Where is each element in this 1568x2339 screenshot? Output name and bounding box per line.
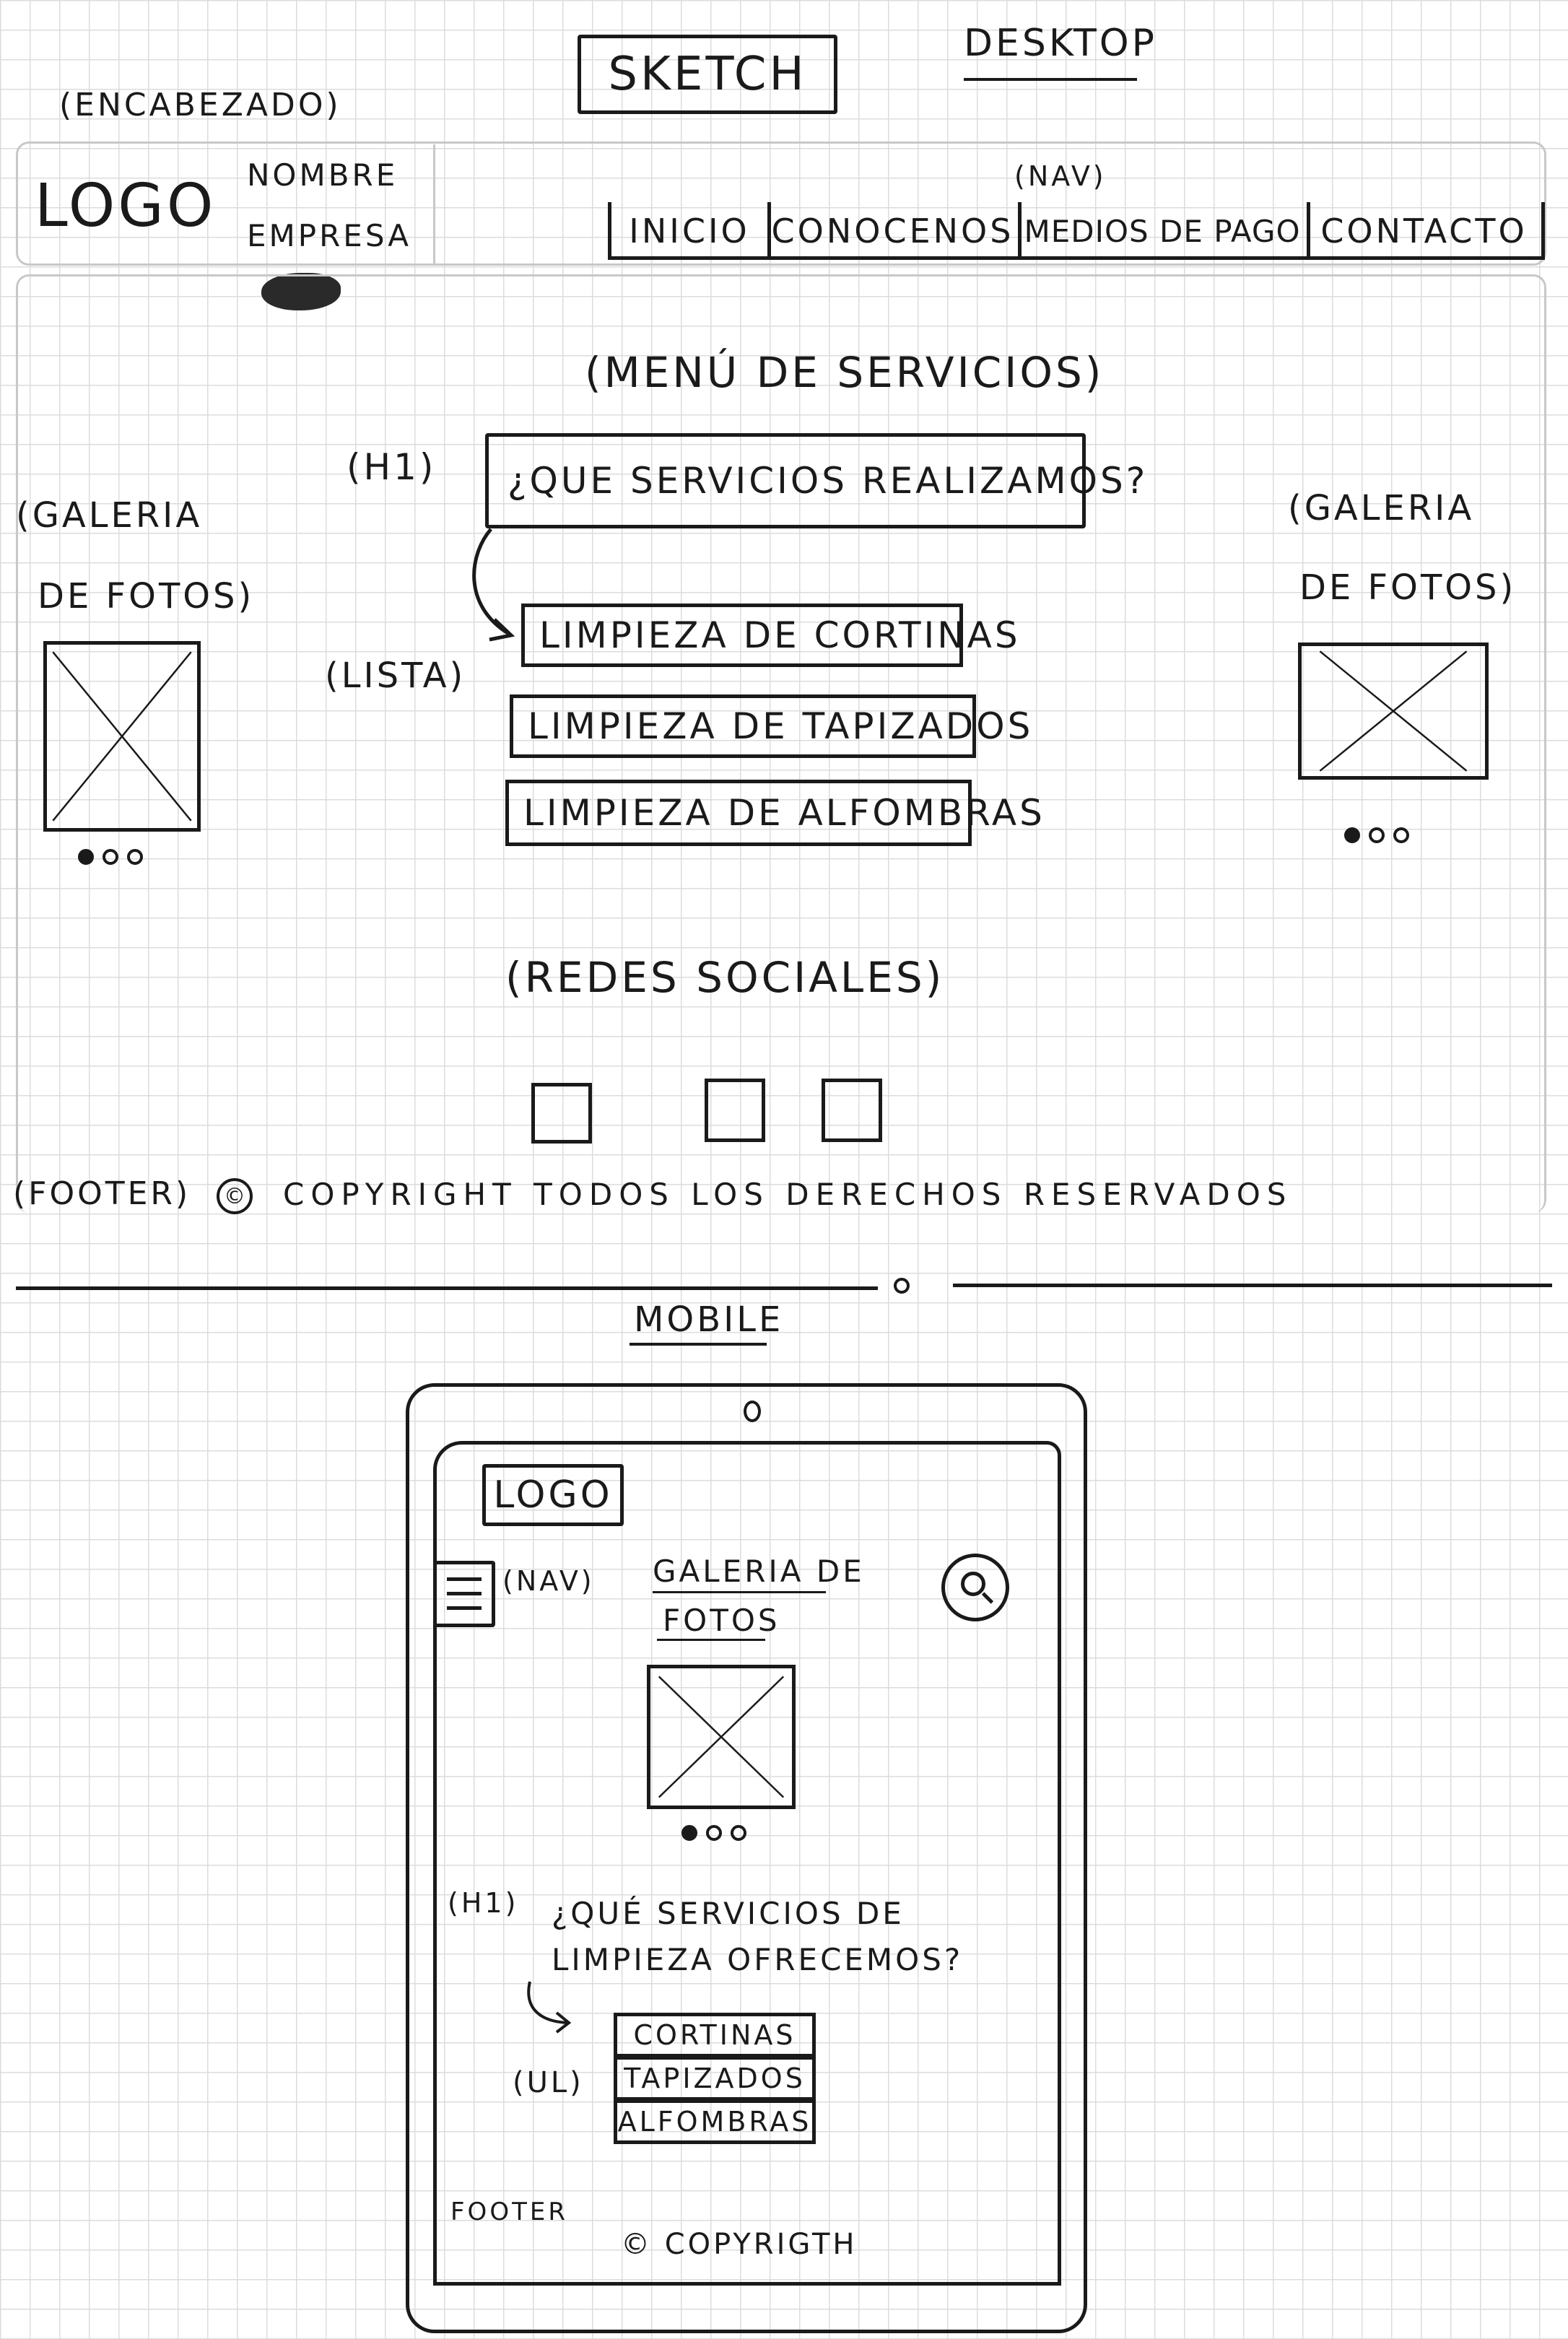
mobile-service-item-tapizados[interactable]: TAPIZADOS bbox=[614, 2056, 816, 2101]
scribble-mark bbox=[261, 273, 341, 310]
mobile-gallery-underline1 bbox=[653, 1591, 826, 1593]
social-note: (REDES SOCIALES) bbox=[505, 953, 945, 1002]
mobile-ul-note: (UL) bbox=[513, 2066, 584, 2099]
nav-item-label: CONOCENOS bbox=[771, 212, 1014, 251]
mobile-service-item-label: ALFOMBRAS bbox=[617, 2106, 812, 2138]
company-name-line1: NOMBRE bbox=[247, 157, 398, 193]
mobile-logo: LOGO bbox=[493, 1473, 613, 1517]
mobile-gallery-label-line2: FOTOS bbox=[663, 1603, 780, 1638]
mobile-h1-line2: LIMPIEZA OFRECEMOS? bbox=[552, 1942, 964, 1977]
mobile-footer-note: FOOTER bbox=[450, 2198, 568, 2226]
footer-text: COPYRIGHT TODOS LOS DERECHOS RESERVADOS bbox=[283, 1177, 1293, 1212]
social-icon-1[interactable] bbox=[531, 1083, 592, 1144]
copyright-symbol-text: © bbox=[224, 1183, 245, 1209]
footer-note: (FOOTER) bbox=[13, 1175, 191, 1212]
header-note: (ENCABEZADO) bbox=[59, 87, 341, 123]
service-item-label: LIMPIEZA DE ALFOMBRAS bbox=[523, 792, 1045, 834]
mobile-service-item-cortinas[interactable]: CORTINAS bbox=[614, 2013, 816, 2057]
pagination-dot[interactable] bbox=[127, 849, 143, 865]
desktop-label-underline bbox=[964, 78, 1137, 81]
gallery-left-image-placeholder[interactable] bbox=[43, 641, 201, 832]
h1-note: (H1) bbox=[347, 446, 437, 488]
gallery-left-label-line2: DE FOTOS) bbox=[38, 576, 255, 617]
gallery-left-pagination bbox=[78, 849, 143, 865]
service-item-label: LIMPIEZA DE CORTINAS bbox=[539, 614, 1021, 656]
nav-underline bbox=[608, 256, 1545, 260]
mobile-service-item-label: TAPIZADOS bbox=[624, 2063, 806, 2094]
nav-item-label: CONTACTO bbox=[1320, 212, 1528, 251]
hamburger-menu-icon[interactable] bbox=[433, 1561, 495, 1627]
desktop-h1-box: ¿QUE SERVICIOS REALIZAMOS? bbox=[485, 433, 1145, 528]
nav-item-inicio[interactable]: INICIO bbox=[608, 202, 771, 260]
mobile-footer-text: © COPYRIGTH bbox=[621, 2228, 858, 2261]
mobile-logo-box: LOGO bbox=[482, 1464, 624, 1526]
mobile-camera bbox=[744, 1401, 761, 1422]
pagination-dot-active[interactable] bbox=[1344, 827, 1360, 843]
footer-copyright-symbol: © bbox=[217, 1178, 253, 1214]
header-divider bbox=[433, 144, 435, 264]
gallery-right-label-line2: DE FOTOS) bbox=[1299, 567, 1517, 608]
nav-item-label: INICIO bbox=[629, 212, 750, 251]
list-note: (LISTA) bbox=[325, 655, 466, 696]
nav-note: (NAV) bbox=[1014, 160, 1107, 192]
section-divider-left bbox=[16, 1286, 878, 1290]
pagination-dot[interactable] bbox=[706, 1825, 722, 1841]
desktop-logo: LOGO bbox=[35, 172, 217, 240]
desktop-label: DESKTOP bbox=[964, 22, 1158, 65]
desktop-h1: ¿QUE SERVICIOS REALIZAMOS? bbox=[508, 460, 1149, 502]
mobile-label-underline bbox=[630, 1343, 767, 1346]
pagination-dot-active[interactable] bbox=[78, 849, 94, 865]
gallery-right-image-placeholder[interactable] bbox=[1298, 643, 1489, 780]
gallery-left-label-line1: (GALERIA bbox=[16, 495, 203, 536]
mobile-gallery-pagination bbox=[681, 1825, 746, 1841]
mobile-service-item-label: CORTINAS bbox=[633, 2019, 796, 2051]
section-divider-dot bbox=[894, 1278, 910, 1294]
section-divider-right bbox=[953, 1284, 1552, 1287]
mobile-gallery-underline2 bbox=[657, 1639, 765, 1641]
desktop-main bbox=[16, 274, 1546, 1213]
nav-item-contacto[interactable]: CONTACTO bbox=[1307, 202, 1545, 260]
service-item-cortinas[interactable]: LIMPIEZA DE CORTINAS bbox=[521, 604, 1018, 667]
desktop-header bbox=[16, 141, 1546, 266]
social-icon-3[interactable] bbox=[822, 1079, 882, 1142]
pagination-dot[interactable] bbox=[1369, 827, 1385, 843]
sketch-title: SKETCH bbox=[608, 48, 807, 101]
mobile-label: MOBILE bbox=[634, 1299, 784, 1340]
mobile-screen bbox=[433, 1441, 1061, 2286]
mobile-nav-note: (NAV) bbox=[502, 1565, 595, 1597]
nav-item-label: MEDIOS DE PAGO bbox=[1024, 213, 1301, 249]
pagination-dot[interactable] bbox=[731, 1825, 746, 1841]
service-item-tapizados[interactable]: LIMPIEZA DE TAPIZADOS bbox=[510, 694, 1030, 758]
social-icon-2[interactable] bbox=[705, 1079, 765, 1142]
service-item-label: LIMPIEZA DE TAPIZADOS bbox=[528, 705, 1034, 747]
mobile-h1-note: (H1) bbox=[448, 1887, 519, 1919]
pagination-dot-active[interactable] bbox=[681, 1825, 697, 1841]
company-name-line2: EMPRESA bbox=[247, 218, 411, 253]
pagination-dot[interactable] bbox=[1393, 827, 1409, 843]
nav-item-conocenos[interactable]: CONOCENOS bbox=[767, 202, 1022, 260]
gallery-right-pagination bbox=[1344, 827, 1409, 843]
gallery-right-label-line1: (GALERIA bbox=[1288, 488, 1475, 528]
h1-to-list-arrow bbox=[472, 528, 515, 642]
mobile-gallery-label-line1: GALERIA DE bbox=[653, 1554, 865, 1589]
sketch-title-box: SKETCH bbox=[578, 35, 837, 114]
mobile-service-item-alfombras[interactable]: ALFOMBRAS bbox=[614, 2099, 816, 2144]
pagination-dot[interactable] bbox=[103, 849, 118, 865]
menu-note: (MENÚ DE SERVICIOS) bbox=[585, 348, 1105, 397]
service-item-alfombras[interactable]: LIMPIEZA DE ALFOMBRAS bbox=[505, 780, 1042, 846]
mobile-device-frame bbox=[406, 1383, 1087, 2333]
mobile-gallery-image-placeholder[interactable] bbox=[647, 1665, 796, 1809]
mobile-h1-line1: ¿QUÉ SERVICIOS DE bbox=[552, 1896, 905, 1931]
nav-item-medios-de-pago[interactable]: MEDIOS DE PAGO bbox=[1018, 202, 1310, 260]
search-icon[interactable] bbox=[941, 1554, 1009, 1621]
h1-to-ul-arrow bbox=[527, 1981, 572, 2034]
